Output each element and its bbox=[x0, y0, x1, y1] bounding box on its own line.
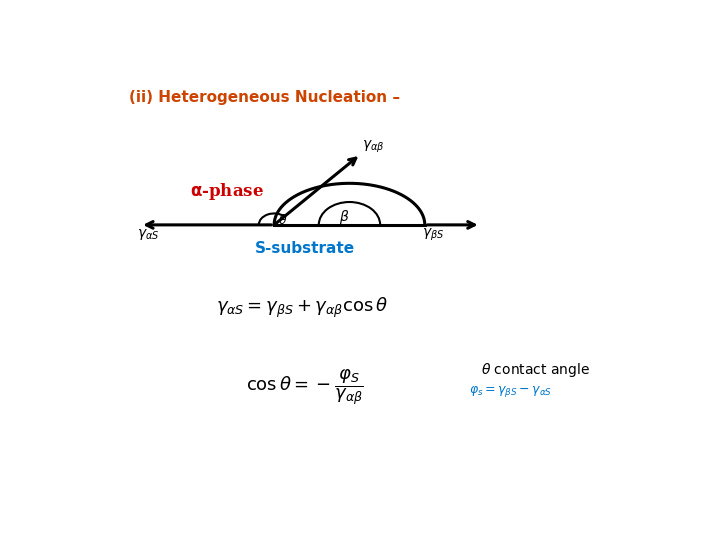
Text: $\gamma_{\beta S}$: $\gamma_{\beta S}$ bbox=[422, 226, 444, 242]
Text: $\theta$ contact angle: $\theta$ contact angle bbox=[481, 361, 590, 380]
Text: $\cos\theta = -\dfrac{\varphi_S}{\gamma_{\alpha\beta}}$: $\cos\theta = -\dfrac{\varphi_S}{\gamma_… bbox=[246, 367, 364, 407]
Text: (ii) Heterogeneous Nucleation –: (ii) Heterogeneous Nucleation – bbox=[129, 90, 400, 105]
Text: S-substrate: S-substrate bbox=[255, 241, 355, 256]
Text: $\gamma_{\alpha S}$: $\gamma_{\alpha S}$ bbox=[138, 227, 160, 242]
Text: $\mathbf{\alpha}$-phase: $\mathbf{\alpha}$-phase bbox=[190, 181, 264, 202]
Text: $\varphi_s = \gamma_{\beta S} - \gamma_{\alpha S}$: $\varphi_s = \gamma_{\beta S} - \gamma_{… bbox=[469, 384, 553, 399]
Text: $\theta$: $\theta$ bbox=[278, 213, 287, 227]
Text: $\gamma_{\alpha\beta}$: $\gamma_{\alpha\beta}$ bbox=[362, 139, 384, 156]
Text: $\gamma_{\alpha S} = \gamma_{\beta S} + \gamma_{\alpha\beta} \cos\theta$: $\gamma_{\alpha S} = \gamma_{\beta S} + … bbox=[216, 296, 388, 320]
Text: $\beta$: $\beta$ bbox=[338, 207, 349, 226]
